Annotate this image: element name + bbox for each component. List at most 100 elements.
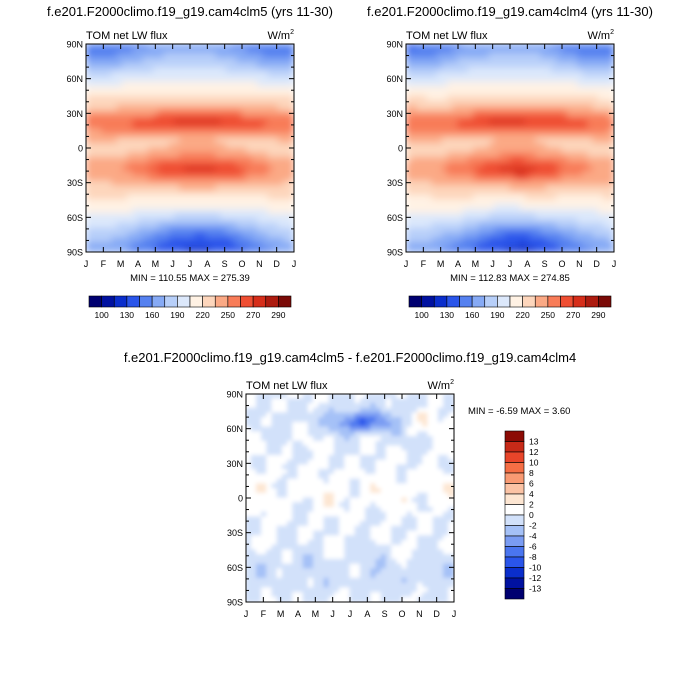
field-cell	[127, 218, 134, 225]
field-cell	[421, 119, 428, 125]
field-cell	[307, 535, 315, 542]
field-cell	[288, 44, 294, 50]
field-cell	[255, 440, 263, 447]
colorbar-swatch	[522, 295, 536, 308]
field-cell	[225, 133, 233, 140]
field-cell	[90, 190, 97, 196]
field-cell	[551, 95, 558, 102]
field-cell	[266, 454, 273, 461]
field-cell	[210, 171, 217, 177]
field-cell	[488, 90, 495, 97]
field-cell	[504, 86, 511, 92]
field-cell	[281, 497, 289, 504]
field-cell	[189, 204, 196, 210]
field-cell	[488, 161, 495, 168]
field-cell	[467, 218, 475, 225]
field-cell	[359, 450, 367, 456]
field-cell	[597, 62, 605, 69]
field-cell	[199, 156, 207, 163]
field-cell	[540, 48, 547, 54]
field-cell	[441, 246, 449, 252]
field-cell	[199, 67, 207, 73]
field-cell	[261, 525, 268, 532]
field-cell	[111, 194, 118, 201]
field-cell	[283, 199, 290, 206]
field-cell	[257, 62, 264, 69]
field-cell	[184, 242, 191, 248]
field-cell	[267, 100, 274, 106]
field-cell	[509, 180, 516, 187]
field-cell	[153, 190, 160, 196]
field-cell	[251, 185, 259, 192]
field-cell	[467, 119, 475, 125]
field-cell	[519, 86, 527, 92]
field-cell	[283, 119, 290, 125]
field-cell	[267, 242, 274, 248]
field-cell	[509, 114, 516, 121]
field-cell	[421, 48, 428, 54]
field-cell	[436, 62, 443, 69]
field-cell	[313, 459, 320, 466]
field-cell	[292, 558, 299, 565]
field-cell	[483, 52, 490, 59]
field-cell	[271, 445, 278, 452]
field-cell	[421, 109, 428, 116]
field-cell	[514, 204, 521, 210]
field-cell	[415, 208, 423, 215]
field-cell	[426, 190, 433, 196]
field-cell	[307, 587, 315, 594]
field-cell	[525, 223, 532, 229]
field-cell	[163, 185, 170, 192]
field-cell	[147, 138, 155, 144]
field-cell	[535, 147, 542, 154]
field-cell	[246, 478, 252, 485]
field-cell	[246, 488, 252, 494]
field-cell	[370, 473, 377, 480]
field-cell	[132, 147, 139, 154]
field-cell	[90, 57, 97, 64]
field-cell	[153, 161, 160, 168]
field-cell	[452, 62, 459, 69]
field-cell	[504, 166, 511, 173]
field-cell	[519, 242, 527, 248]
field-cell	[106, 194, 113, 201]
field-cell	[106, 175, 113, 182]
field-cell	[519, 232, 527, 239]
field-cell	[582, 237, 589, 244]
field-cell	[210, 246, 217, 252]
field-cell	[519, 204, 527, 210]
field-cell	[556, 156, 563, 163]
field-cell	[307, 454, 315, 461]
field-cell	[205, 213, 212, 220]
field-cell	[297, 544, 304, 551]
field-cell	[380, 394, 387, 400]
field-cell	[137, 128, 144, 135]
field-cell	[246, 223, 253, 229]
field-cell	[457, 147, 464, 154]
colorbar-swatch	[227, 295, 241, 308]
field-cell	[266, 502, 273, 508]
field-cell	[519, 227, 527, 234]
field-cell	[111, 109, 118, 116]
field-cell	[385, 592, 393, 598]
field-cell	[251, 213, 259, 220]
field-cell	[415, 90, 423, 97]
field-cell	[194, 156, 201, 163]
field-cell	[339, 426, 346, 433]
field-cell	[199, 208, 207, 215]
field-cell	[406, 62, 412, 69]
field-cell	[525, 52, 532, 59]
field-cell	[255, 535, 263, 542]
field-cell	[251, 161, 259, 168]
field-cell	[307, 402, 315, 409]
field-cell	[250, 398, 257, 404]
field-cell	[473, 242, 480, 248]
field-cell	[535, 237, 542, 244]
field-cell	[250, 525, 257, 532]
field-cell	[426, 62, 433, 69]
field-cell	[173, 71, 181, 78]
colorbar-label: 100	[415, 310, 429, 320]
field-cell	[267, 128, 274, 135]
field-cell	[561, 142, 568, 149]
field-cell	[257, 147, 264, 154]
